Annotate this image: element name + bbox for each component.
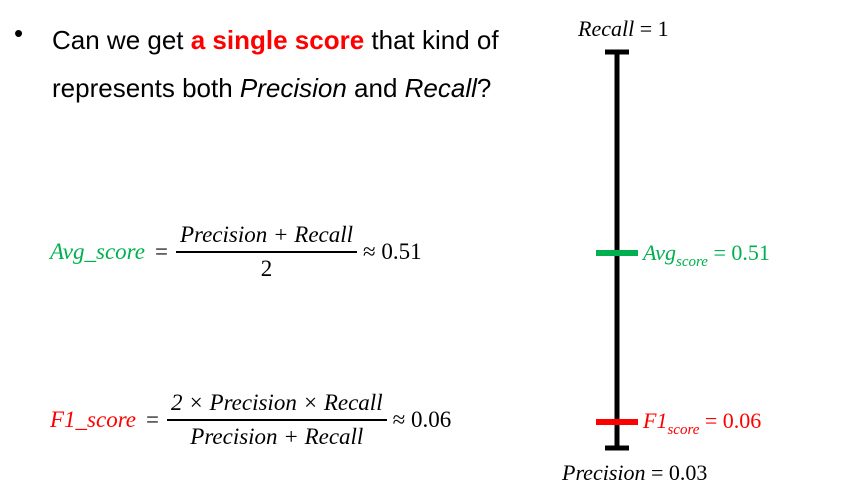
- f1-score-formula: F1_score = 2 × Precision × Recall Precis…: [50, 390, 451, 450]
- question-recall-word: Recall: [404, 73, 477, 103]
- scale-f1-value: = 0.06: [699, 408, 762, 433]
- avg-score-approx: ≈ 0.51: [363, 238, 422, 264]
- scale-f1-sub: score: [667, 422, 700, 438]
- question-text: Can we get a single score that kind of r…: [52, 16, 532, 112]
- avg-score-formula: Avg_score = Precision + Recall 2 ≈ 0.51: [50, 222, 422, 282]
- f1-score-lhs: F1_score: [50, 406, 137, 432]
- bullet-point: •: [14, 18, 24, 48]
- f1-score-denominator: Precision + Recall: [190, 423, 364, 449]
- avg-score-equals: =: [154, 238, 168, 264]
- question-text-before: Can we get: [52, 25, 191, 55]
- question-text-end: ?: [476, 73, 492, 103]
- f1-score-fraction-bar: [167, 419, 387, 421]
- scale-top-value: = 1: [634, 16, 669, 41]
- scale-bottom-label: Precision = 0.03: [562, 460, 707, 486]
- scale-avg-label: Avgscore = 0.51: [643, 240, 770, 270]
- scale-top-label: Recall = 1: [578, 16, 669, 42]
- scale-f1-base: F1: [643, 408, 668, 433]
- scale-avg-sub: score: [676, 254, 708, 270]
- avg-score-lhs: Avg_score: [50, 238, 145, 264]
- question-and-word: and: [346, 73, 405, 103]
- scale-bottom-value: = 0.03: [645, 460, 708, 485]
- f1-score-approx: ≈ 0.06: [392, 406, 452, 432]
- question-text-mid: that kind of represents both: [52, 25, 499, 103]
- question-precision-word: Precision: [239, 73, 347, 103]
- scale-bottom-name: Precision: [562, 460, 646, 485]
- scale-top-name: Recall: [578, 16, 635, 41]
- f1-score-fraction: 2 × Precision × Recall Precision + Recal…: [167, 390, 387, 450]
- scale-avg-base: Avg: [643, 240, 676, 265]
- f1-score-equals: =: [146, 406, 159, 432]
- avg-score-fraction: Precision + Recall 2: [175, 222, 358, 282]
- avg-score-numerator: Precision + Recall: [179, 222, 354, 247]
- scale-f1-label: F1score = 0.06: [643, 408, 762, 438]
- scale-avg-value: = 0.51: [707, 240, 770, 265]
- f1-score-numerator: 2 × Precision × Recall: [171, 390, 383, 415]
- avg-score-denominator: 2: [260, 255, 273, 281]
- question-highlight: a single score: [190, 25, 365, 55]
- avg-score-fraction-bar: [175, 251, 358, 253]
